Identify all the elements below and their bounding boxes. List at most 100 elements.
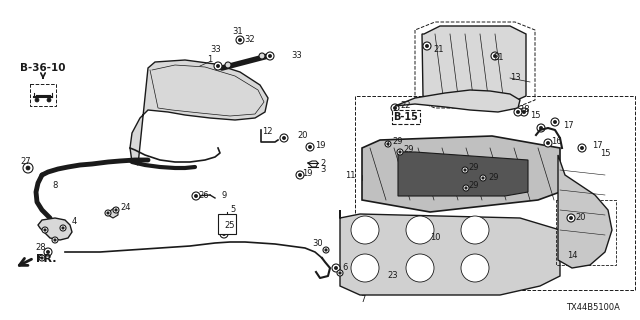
Polygon shape <box>362 136 560 212</box>
Text: 24: 24 <box>120 204 131 212</box>
Circle shape <box>223 232 226 236</box>
Circle shape <box>426 44 429 48</box>
FancyBboxPatch shape <box>30 84 56 106</box>
Polygon shape <box>395 90 520 112</box>
Text: 31: 31 <box>233 27 243 36</box>
Polygon shape <box>422 26 526 104</box>
Polygon shape <box>107 208 118 218</box>
Circle shape <box>520 108 528 116</box>
Text: 33: 33 <box>210 45 221 54</box>
Text: 4: 4 <box>72 218 77 227</box>
Text: 28: 28 <box>35 244 45 252</box>
Circle shape <box>547 141 550 145</box>
Circle shape <box>465 187 467 189</box>
Text: 25: 25 <box>224 221 234 230</box>
Text: 18: 18 <box>519 106 530 115</box>
Text: 19: 19 <box>315 140 326 149</box>
Text: 14: 14 <box>567 252 577 260</box>
Circle shape <box>399 151 401 153</box>
Circle shape <box>514 108 522 116</box>
Text: B-36-10: B-36-10 <box>20 63 66 73</box>
Circle shape <box>26 166 30 170</box>
Circle shape <box>339 272 341 274</box>
Circle shape <box>239 38 242 42</box>
Circle shape <box>570 216 573 220</box>
Circle shape <box>351 254 379 282</box>
Text: 17: 17 <box>592 140 603 149</box>
Circle shape <box>296 171 304 179</box>
Text: 29: 29 <box>488 172 499 181</box>
Circle shape <box>52 237 58 243</box>
Circle shape <box>462 167 468 173</box>
Circle shape <box>516 110 520 114</box>
Circle shape <box>463 185 469 191</box>
Text: 29: 29 <box>392 137 403 146</box>
Circle shape <box>214 62 222 70</box>
Text: 23: 23 <box>388 271 398 281</box>
Circle shape <box>47 98 51 102</box>
Circle shape <box>298 173 301 177</box>
Circle shape <box>42 227 48 233</box>
Circle shape <box>225 62 231 68</box>
Circle shape <box>461 254 489 282</box>
Circle shape <box>406 216 434 244</box>
Polygon shape <box>130 60 268 165</box>
Text: 11: 11 <box>346 171 356 180</box>
Circle shape <box>107 212 109 214</box>
Circle shape <box>46 250 50 253</box>
Text: 5: 5 <box>230 205 236 214</box>
Circle shape <box>385 141 391 147</box>
Polygon shape <box>340 210 560 295</box>
Text: 29: 29 <box>403 146 413 155</box>
Circle shape <box>236 36 244 44</box>
Circle shape <box>35 98 39 102</box>
Text: 16: 16 <box>551 137 562 146</box>
Text: 2: 2 <box>320 158 325 167</box>
Circle shape <box>195 194 198 197</box>
Circle shape <box>280 134 288 142</box>
Circle shape <box>334 266 338 269</box>
Circle shape <box>406 254 434 282</box>
Circle shape <box>23 163 33 173</box>
Text: 1: 1 <box>207 55 212 65</box>
Circle shape <box>464 169 466 171</box>
Circle shape <box>493 54 497 58</box>
Circle shape <box>551 118 559 126</box>
Text: 15: 15 <box>530 110 541 119</box>
Circle shape <box>62 227 64 229</box>
Text: FR.: FR. <box>36 254 56 264</box>
Circle shape <box>105 210 111 216</box>
Text: 6: 6 <box>342 263 348 273</box>
Text: 29: 29 <box>468 163 479 172</box>
Circle shape <box>540 126 543 130</box>
Circle shape <box>397 149 403 155</box>
Text: 27: 27 <box>20 157 31 166</box>
Circle shape <box>461 216 489 244</box>
Circle shape <box>491 52 499 60</box>
Circle shape <box>351 216 379 244</box>
Circle shape <box>60 225 66 231</box>
Circle shape <box>332 264 340 272</box>
Circle shape <box>324 249 327 251</box>
Polygon shape <box>558 155 612 268</box>
Circle shape <box>54 239 56 241</box>
Polygon shape <box>38 218 72 240</box>
Circle shape <box>216 64 220 68</box>
Text: 17: 17 <box>563 122 573 131</box>
Circle shape <box>482 177 484 179</box>
Text: 13: 13 <box>510 74 520 83</box>
Circle shape <box>44 248 52 256</box>
Text: 15: 15 <box>600 149 611 158</box>
Circle shape <box>567 214 575 222</box>
Text: 20: 20 <box>575 213 586 222</box>
Circle shape <box>394 106 397 109</box>
Circle shape <box>387 143 389 145</box>
Text: 8: 8 <box>52 181 58 190</box>
Text: 21: 21 <box>433 45 444 54</box>
Circle shape <box>554 120 557 124</box>
Text: 22: 22 <box>400 101 410 110</box>
Circle shape <box>39 255 45 261</box>
Polygon shape <box>398 152 528 196</box>
Text: 12: 12 <box>262 126 273 135</box>
Text: 30: 30 <box>312 238 323 247</box>
